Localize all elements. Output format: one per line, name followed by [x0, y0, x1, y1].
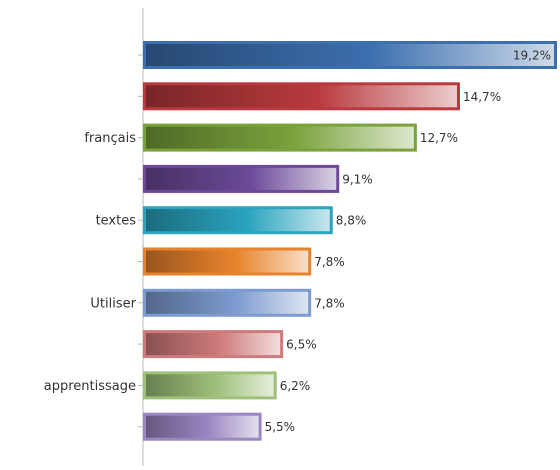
bar [144, 249, 310, 274]
bar [144, 125, 416, 151]
bars-group: 19,2% 14,7% français 12,7% 9,1% textes 8,8% 7,8… [44, 41, 557, 441]
bar [144, 207, 332, 233]
bar-outline [143, 164, 340, 193]
value-label: 5,5% [265, 420, 296, 434]
value-label: 7,8% [314, 296, 345, 310]
bar [144, 42, 556, 68]
value-label: 6,5% [286, 338, 317, 352]
bar-outline [143, 206, 333, 235]
value-label: 19,2% [513, 49, 551, 63]
category-label: textes [96, 214, 137, 229]
value-label: 12,7% [420, 131, 458, 145]
bar [144, 372, 276, 398]
bar-outline [143, 247, 312, 276]
value-label: 9,1% [342, 172, 373, 186]
bar-outline [143, 288, 312, 317]
category-label: Utiliser [90, 296, 136, 311]
bar [144, 331, 282, 357]
bar [144, 83, 459, 109]
bar-outline [143, 371, 277, 400]
bar-outline [143, 123, 417, 152]
value-label: 7,8% [314, 255, 345, 269]
bar-outline [143, 82, 460, 111]
bar [144, 414, 261, 440]
value-label: 8,8% [336, 214, 367, 228]
category-label: français [84, 131, 136, 146]
bar-outline [143, 412, 262, 441]
category-label: apprentissage [44, 379, 136, 394]
bar [144, 166, 338, 192]
value-label: 14,7% [463, 90, 501, 104]
bar-outline [143, 330, 284, 359]
bar-outline [143, 41, 557, 69]
value-label: 6,2% [280, 379, 311, 393]
bar [144, 290, 310, 316]
